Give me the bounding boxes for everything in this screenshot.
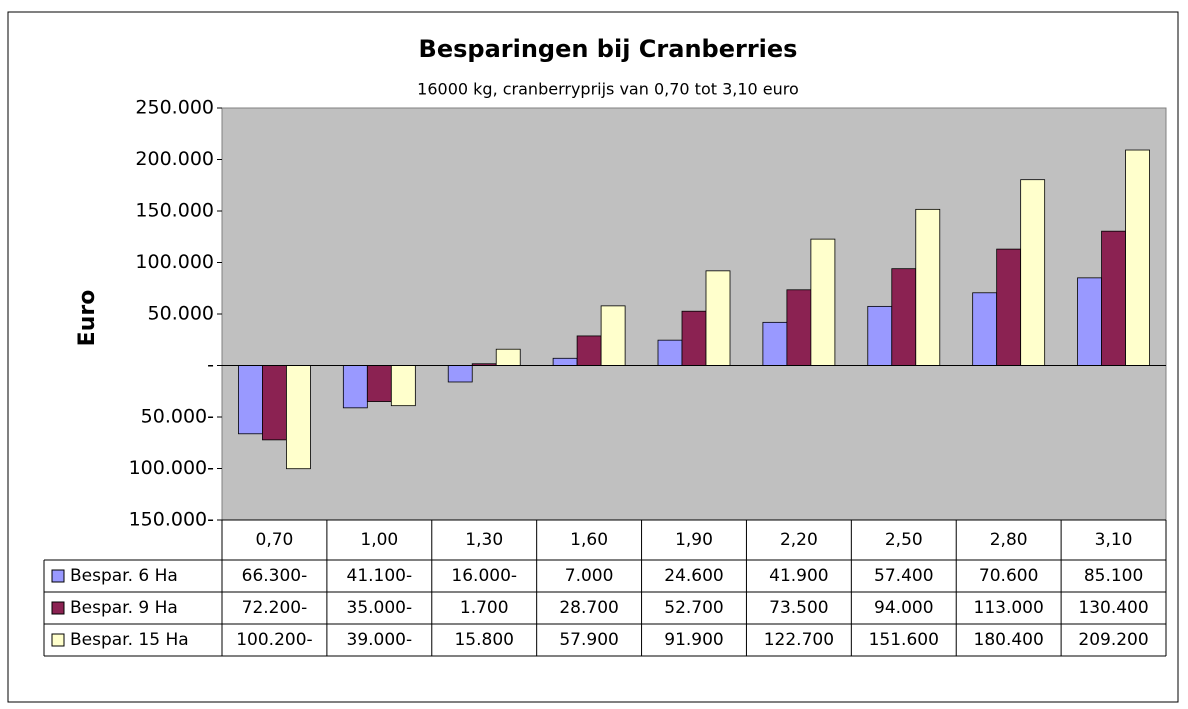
bar bbox=[762, 321, 788, 366]
bar bbox=[972, 292, 998, 366]
table-value: 16.000- bbox=[451, 566, 517, 586]
table-value: 35.000- bbox=[347, 598, 413, 618]
chart-title: Besparingen bij Cranberries bbox=[419, 35, 798, 63]
x-tick-label: 2,80 bbox=[990, 530, 1028, 550]
table-value: 66.300- bbox=[242, 566, 308, 586]
bar bbox=[390, 365, 416, 407]
bar bbox=[1077, 277, 1102, 366]
bar bbox=[810, 238, 836, 366]
x-tick-label: 3,10 bbox=[1095, 530, 1133, 550]
bar bbox=[342, 365, 368, 409]
table-value: 113.000 bbox=[974, 598, 1044, 618]
table-value: 57.900 bbox=[559, 630, 618, 650]
table-value: 72.200- bbox=[242, 598, 308, 618]
table-value: 151.600 bbox=[869, 630, 939, 650]
legend-label: Bespar. 6 Ha bbox=[70, 566, 178, 586]
legend-label: Bespar. 15 Ha bbox=[70, 630, 189, 650]
table-value: 24.600 bbox=[664, 566, 723, 586]
x-tick-label: 1,60 bbox=[570, 530, 608, 550]
chart-subtitle: 16000 kg, cranberryprijs van 0,70 tot 3,… bbox=[417, 80, 799, 99]
table-value: 57.400 bbox=[874, 566, 933, 586]
y-tick-label: - bbox=[207, 354, 214, 376]
table-value: 39.000- bbox=[347, 630, 413, 650]
table-value: 85.100 bbox=[1084, 566, 1143, 586]
table-value: 70.600 bbox=[979, 566, 1038, 586]
table-value: 130.400 bbox=[1078, 598, 1148, 618]
table-value: 52.700 bbox=[664, 598, 723, 618]
y-tick-label: 150.000- bbox=[129, 509, 214, 531]
legend-key bbox=[51, 633, 65, 647]
bar bbox=[867, 305, 893, 366]
x-tick-label: 1,30 bbox=[465, 530, 503, 550]
bar bbox=[1101, 230, 1126, 366]
y-tick-label: 100.000 bbox=[135, 251, 214, 273]
x-tick-label: 2,50 bbox=[885, 530, 923, 550]
bar bbox=[495, 348, 521, 366]
table-value: 41.100- bbox=[347, 566, 413, 586]
table-value: 122.700 bbox=[764, 630, 834, 650]
bar bbox=[1125, 149, 1150, 366]
bar bbox=[600, 305, 626, 366]
bar bbox=[262, 365, 287, 441]
bar bbox=[891, 268, 917, 366]
y-axis-label: Euro bbox=[75, 290, 100, 347]
table-value: 94.000 bbox=[874, 598, 933, 618]
bar bbox=[657, 339, 683, 366]
table-value: 73.500 bbox=[769, 598, 828, 618]
y-tick-label: 150.000 bbox=[135, 200, 214, 222]
legend-key bbox=[51, 569, 65, 583]
y-tick-label: 200.000 bbox=[135, 148, 214, 170]
bar bbox=[786, 289, 812, 366]
table-value: 7.000 bbox=[565, 566, 614, 586]
bar bbox=[681, 310, 707, 366]
legend-label: Bespar. 9 Ha bbox=[70, 598, 178, 618]
bar bbox=[447, 365, 473, 383]
bar bbox=[705, 270, 731, 366]
table-value: 180.400 bbox=[974, 630, 1044, 650]
bar bbox=[576, 335, 602, 366]
x-tick-label: 0,70 bbox=[256, 530, 294, 550]
bar bbox=[1020, 179, 1046, 366]
table-value: 15.800 bbox=[454, 630, 513, 650]
x-tick-label: 2,20 bbox=[780, 530, 818, 550]
x-tick-label: 1,00 bbox=[360, 530, 398, 550]
y-tick-label: 50.000- bbox=[141, 406, 214, 428]
table-value: 28.700 bbox=[559, 598, 618, 618]
y-tick-label: 250.000 bbox=[135, 97, 214, 119]
table-value: 100.200- bbox=[236, 630, 312, 650]
x-tick-label: 1,90 bbox=[675, 530, 713, 550]
legend-key bbox=[51, 601, 65, 615]
bar bbox=[238, 365, 263, 435]
table-value: 41.900 bbox=[769, 566, 828, 586]
y-tick-label: 100.000- bbox=[129, 457, 214, 479]
bar bbox=[996, 248, 1022, 366]
bar bbox=[366, 365, 392, 402]
table-value: 1.700 bbox=[460, 598, 509, 618]
table-value: 91.900 bbox=[664, 630, 723, 650]
bar bbox=[915, 208, 941, 366]
bar bbox=[552, 357, 578, 366]
table-value: 209.200 bbox=[1078, 630, 1148, 650]
y-tick-label: 50.000 bbox=[148, 303, 214, 325]
bar bbox=[286, 365, 311, 470]
